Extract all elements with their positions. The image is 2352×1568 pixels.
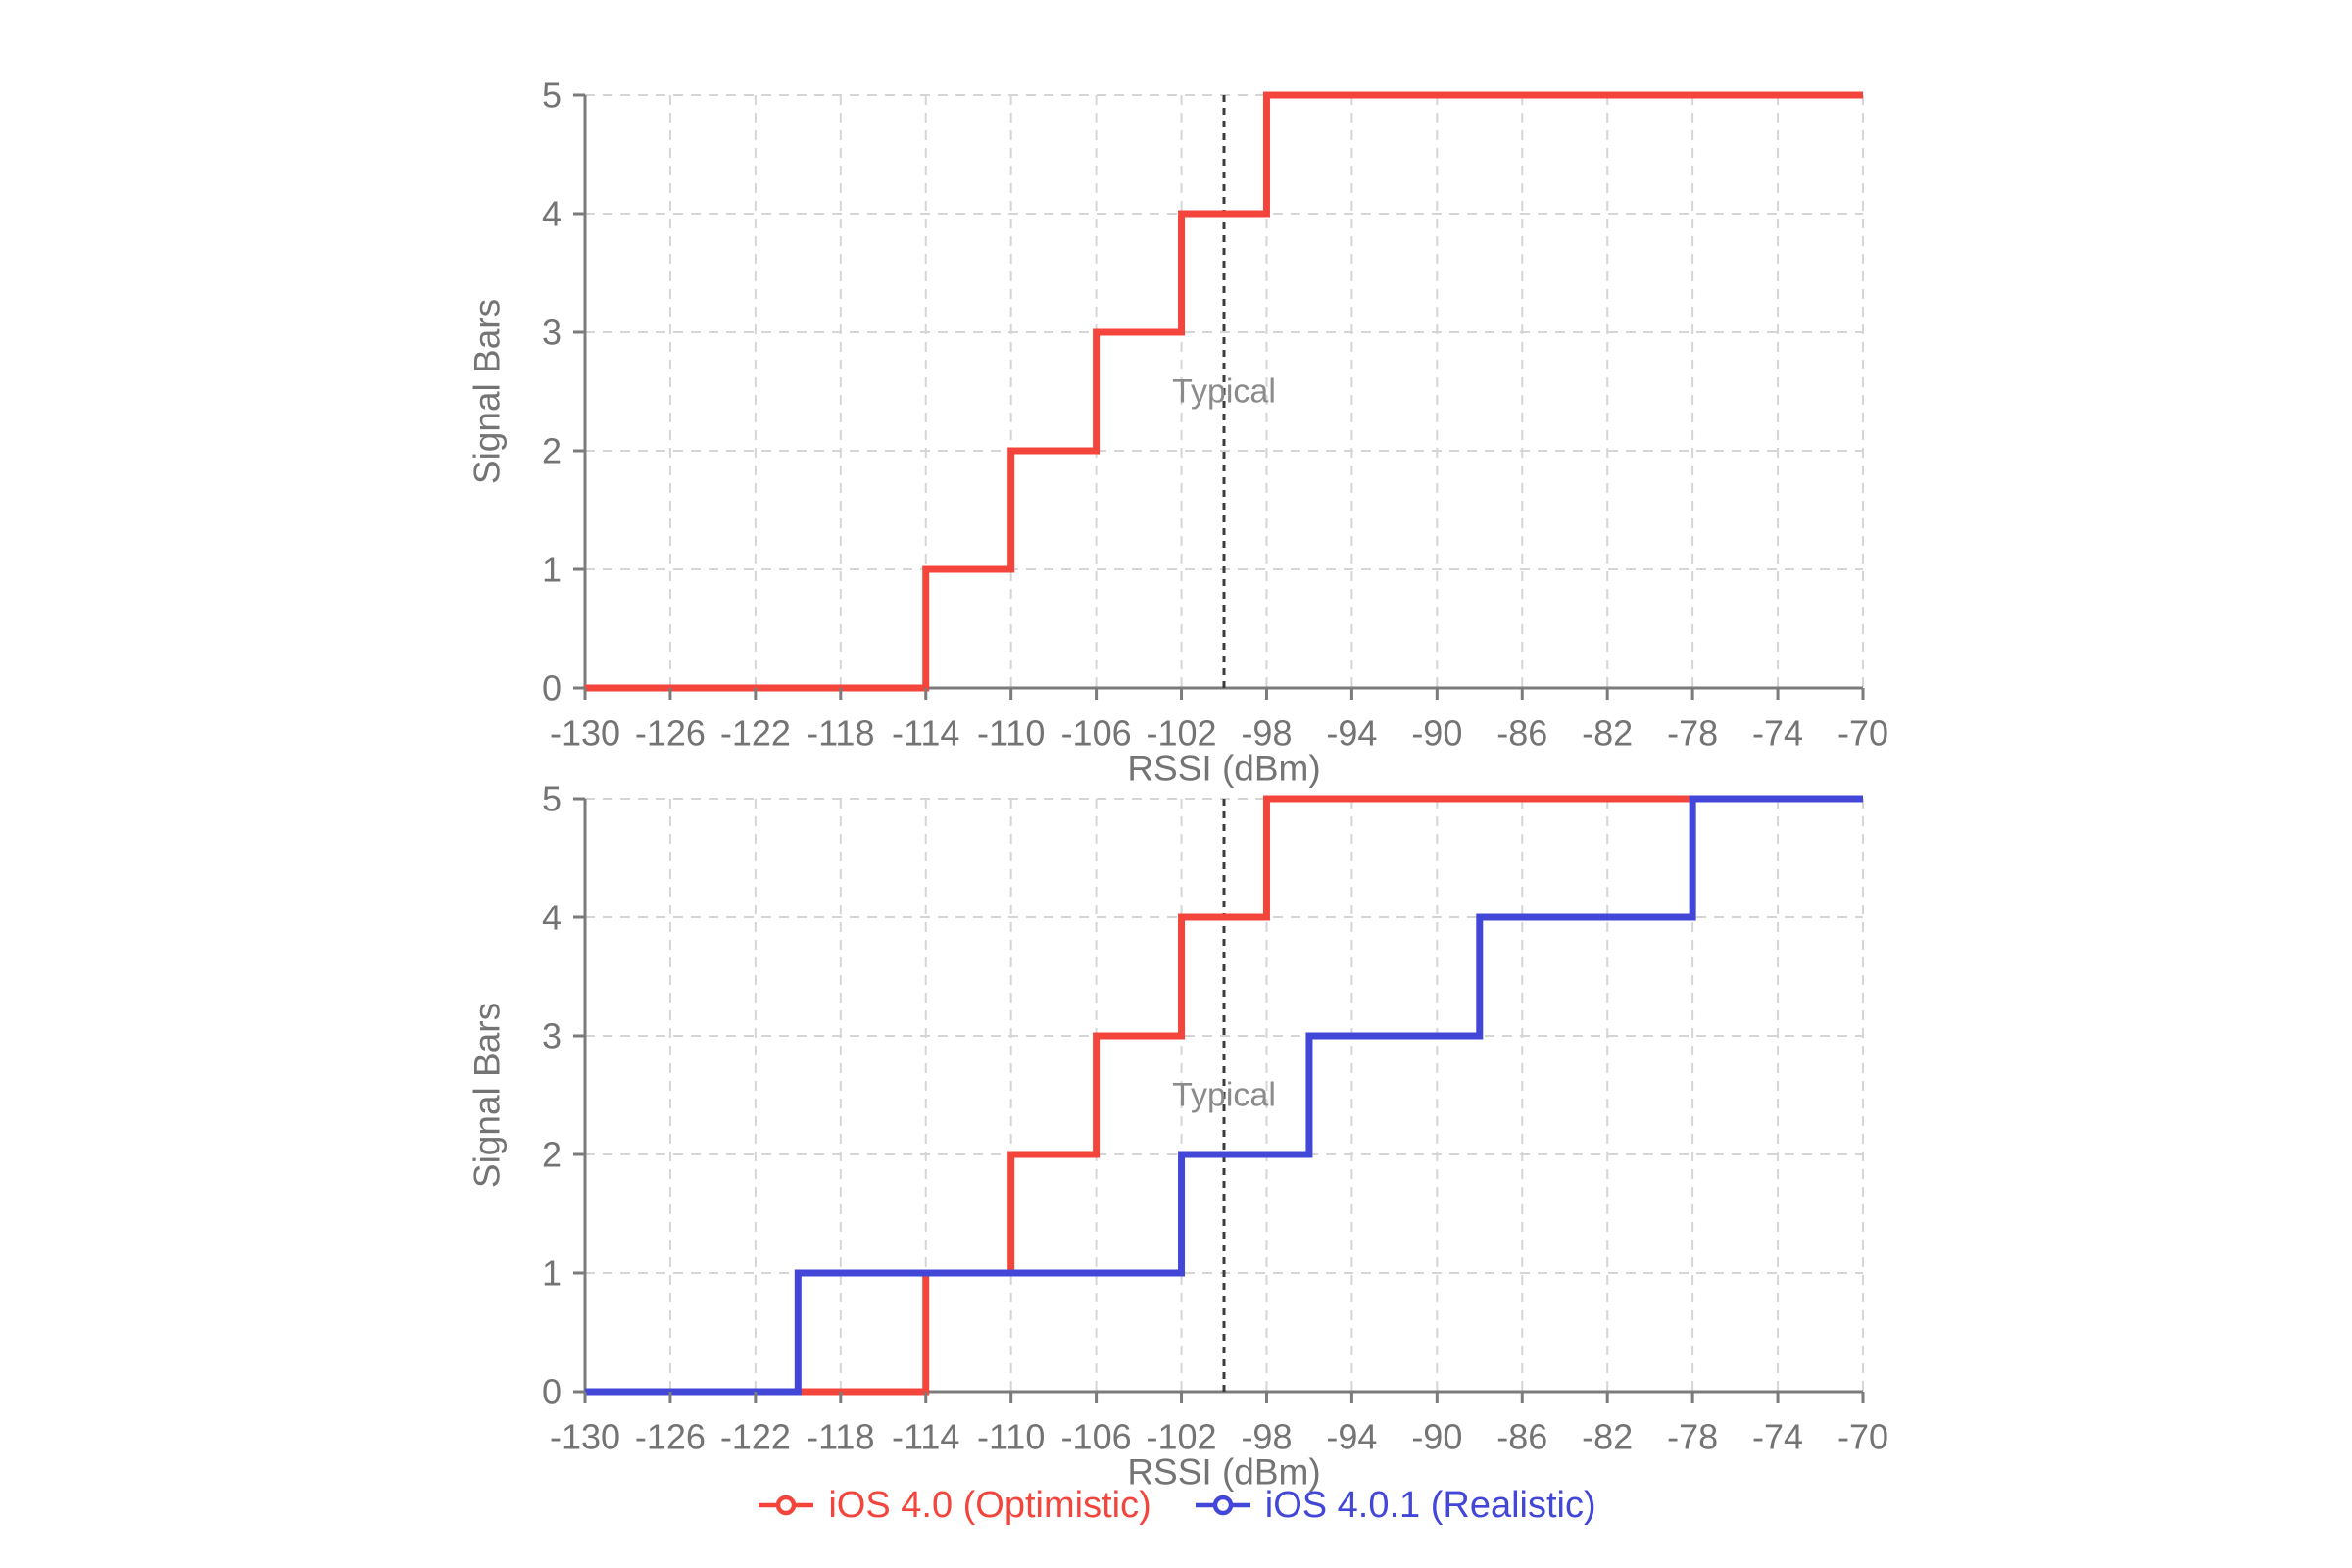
x-tick-label: -126 (635, 713, 706, 754)
x-tick-label: -94 (1326, 1417, 1377, 1457)
y-axis-title: Signal Bars (467, 1003, 508, 1188)
typical-annotation-label: Typical (1172, 373, 1276, 411)
x-tick-label: -90 (1411, 1417, 1462, 1457)
x-tick-label: -110 (977, 1417, 1045, 1457)
x-axis-title: RSSI (dBm) (1127, 749, 1320, 789)
y-tick-label: 4 (542, 898, 562, 938)
chart-1: Typical-130 -126 -122 -118 -114 -110 -106 -102-… (467, 779, 1889, 1493)
x-tick-label: -122 (720, 1417, 791, 1457)
legend-item-label: iOS 4.0.1 (Realistic) (1264, 1485, 1596, 1526)
legend-marker-circle-icon (776, 1494, 797, 1516)
x-tick-label: -118 (807, 1417, 874, 1457)
legend-item-ios-40-optimistic[interactable]: iOS 4.0 (Optimistic) (756, 1485, 1152, 1526)
x-tick-label: -98 (1241, 1417, 1292, 1457)
series-line-ios-40-optimistic (585, 795, 1863, 1396)
x-tick-label: -70 (1838, 713, 1888, 754)
legend-item-label: iOS 4.0 (Optimistic) (828, 1485, 1152, 1526)
legend-item-ios-401-realistic[interactable]: iOS 4.0.1 (Realistic) (1193, 1487, 1596, 1524)
chart-0: Typical-130 -126 -122 -118 -114 -110 -106 -102-… (467, 75, 1889, 789)
series-line-ios-40-optimistic (585, 91, 1863, 692)
y-tick-label: 3 (542, 1016, 562, 1056)
x-tick-label: -86 (1496, 713, 1547, 754)
x-tick-label: -78 (1667, 713, 1718, 754)
y-tick-label: 0 (542, 668, 562, 709)
x-tick-label: -126 (635, 1417, 706, 1457)
x-tick-label: -70 (1838, 1417, 1888, 1457)
x-tick-label: -130 (550, 1417, 620, 1457)
y-tick-label: 3 (542, 313, 562, 353)
x-tick-label: -78 (1667, 1417, 1718, 1457)
x-tick-label: -122 (720, 713, 791, 754)
legend-marker-line-icon (759, 1494, 814, 1516)
y-tick-label: 2 (542, 1135, 562, 1175)
x-tick-label: -110 (977, 713, 1045, 754)
x-tick-label: -102 (1147, 1417, 1217, 1457)
x-tick-label: -114 (892, 713, 959, 754)
y-tick-label: 5 (542, 779, 562, 819)
x-tick-label: -106 (1061, 713, 1132, 754)
x-tick-label: -74 (1752, 713, 1803, 754)
y-tick-label: 2 (542, 431, 562, 471)
legend-marker-line-icon (1195, 1494, 1250, 1516)
y-tick-label: 0 (542, 1372, 562, 1412)
y-tick-label: 5 (542, 75, 562, 116)
legend-marker-circle-icon (1212, 1494, 1233, 1516)
series-line-ios-401-realistic (585, 795, 1863, 1396)
typical-annotation-label: Typical (1172, 1077, 1276, 1114)
x-tick-label: -114 (892, 1417, 959, 1457)
y-tick-label: 1 (542, 550, 562, 590)
x-tick-label: -130 (550, 713, 620, 754)
y-tick-label: 1 (542, 1253, 562, 1294)
x-tick-label: -98 (1241, 713, 1292, 754)
x-axis-title: RSSI (dBm) (1127, 1452, 1320, 1493)
x-tick-label: -82 (1582, 713, 1633, 754)
x-tick-label: -106 (1061, 1417, 1132, 1457)
y-tick-label: 4 (542, 194, 562, 234)
x-tick-label: -118 (807, 713, 874, 754)
x-tick-label: -86 (1496, 1417, 1547, 1457)
x-tick-label: -90 (1411, 713, 1462, 754)
x-tick-label: -74 (1752, 1417, 1803, 1457)
legend: iOS 4.0 (Optimistic) iOS 4.0.1 (Realistic… (0, 1478, 2352, 1533)
x-tick-label: -82 (1582, 1417, 1633, 1457)
x-tick-label: -94 (1326, 713, 1377, 754)
y-axis-title: Signal Bars (467, 299, 508, 484)
x-tick-label: -102 (1147, 713, 1217, 754)
